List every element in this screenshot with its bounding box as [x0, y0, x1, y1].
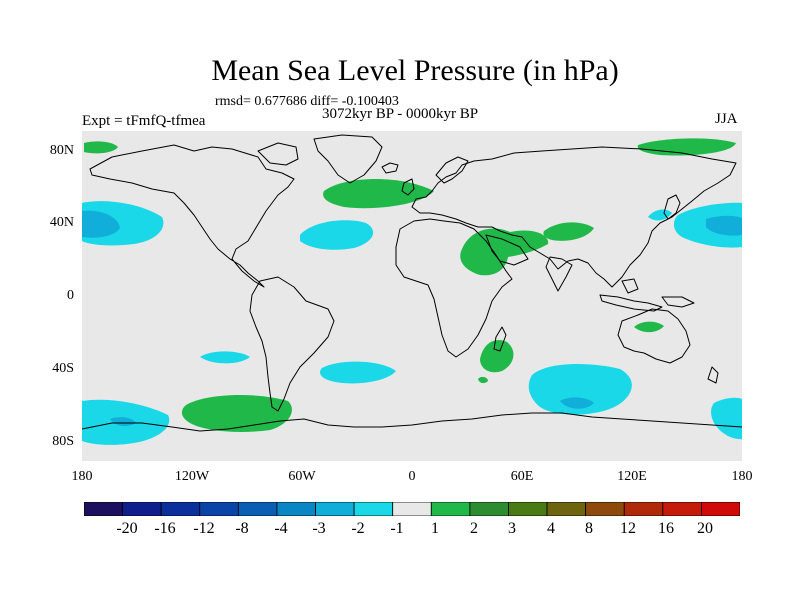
lat-label-40n: 40N — [49, 215, 74, 230]
colorbar-swatch — [701, 502, 740, 516]
coast-scandinavia — [435, 156, 469, 184]
colorbar-label: 2 — [470, 520, 478, 537]
positive-anomaly-north-atlantic — [323, 178, 434, 209]
colorbar-swatch — [469, 502, 509, 516]
coast-india — [545, 256, 573, 292]
colorbar-label: 4 — [547, 520, 555, 537]
colorbar-label: -4 — [274, 520, 288, 537]
positive-anomaly-south-pacific — [181, 395, 292, 432]
colorbar-swatch — [160, 502, 201, 516]
colorbar-swatch — [585, 502, 625, 516]
negative-anomaly-south-atlantic — [320, 361, 396, 384]
lat-label-0: 0 — [67, 288, 74, 303]
colorbar — [84, 502, 740, 516]
colorbar-label: -8 — [235, 520, 249, 537]
stats-text: rmsd= 0.677686 diff= -0.100403 — [215, 94, 399, 109]
coast-iceland — [381, 162, 399, 174]
colorbar-swatch — [353, 502, 394, 516]
lon-label-60w: 60W — [288, 469, 316, 484]
colorbar-label: 8 — [585, 520, 593, 537]
colorbar-label: -2 — [351, 520, 365, 537]
colorbar-label: -12 — [193, 520, 215, 537]
colorbar-swatch — [662, 502, 702, 516]
positive-anomaly-madagascar — [480, 339, 514, 373]
negative-anomaly-south-pacific-small — [200, 351, 250, 364]
colorbar-label: 3 — [508, 520, 516, 537]
period-text: 3072kyr BP - 0000kyr BP — [322, 106, 479, 122]
coast-greenland — [313, 134, 383, 184]
positive-anomaly-arctic-west — [84, 141, 118, 154]
coast-madagascar — [493, 326, 507, 352]
lon-label-120w: 120W — [174, 469, 210, 484]
coast-japan — [663, 194, 681, 220]
coast-eurasia — [411, 146, 737, 288]
positive-anomaly-australia — [634, 321, 664, 333]
negative-anomaly-south-pacific-east — [711, 397, 742, 440]
negative-anomaly-indian-ocean-core — [560, 397, 594, 409]
coast-baffin — [257, 142, 299, 166]
lat-label-80n: 80N — [49, 143, 74, 158]
coast-arabia — [485, 234, 529, 266]
colorbar-swatch — [84, 502, 123, 516]
coast-north-america — [89, 144, 295, 288]
lon-label-60e: 60E — [510, 469, 534, 484]
season-label: JJA — [715, 111, 738, 127]
colorbar-label: 12 — [620, 520, 636, 537]
colorbar-swatch — [199, 502, 239, 516]
colorbar-label: -1 — [390, 520, 404, 537]
lon-label-180e: 180 — [731, 469, 753, 484]
colorbar-swatch — [315, 502, 355, 516]
coast-new-zealand — [707, 366, 719, 384]
anomaly-fields — [82, 138, 742, 445]
colorbar-label: 16 — [658, 520, 674, 537]
colorbar-swatch — [623, 502, 664, 516]
lat-label-40s: 40S — [52, 361, 74, 376]
lon-label-120e: 120E — [617, 469, 647, 484]
colorbar-swatch — [546, 502, 587, 516]
pressure-map — [82, 131, 742, 461]
negative-anomaly-south-pacific-west-core — [110, 417, 136, 427]
colorbar-label: 20 — [697, 520, 713, 537]
lon-label-0: 0 — [408, 469, 416, 484]
coast-indonesia — [599, 294, 663, 312]
colorbar-swatch — [508, 502, 548, 516]
positive-anomaly-north-africa — [460, 228, 549, 276]
colorbar-label: 1 — [431, 520, 439, 537]
colorbar-swatch — [276, 502, 316, 516]
colorbar-swatch — [430, 502, 471, 516]
coast-australia — [617, 308, 691, 364]
experiment-label: Expt = tFmfQ-tfmea — [82, 113, 206, 129]
negative-anomaly-north-pacific-east-core — [706, 215, 742, 236]
map-title: Mean Sea Level Pressure (in hPa) — [211, 54, 619, 87]
coast-borneo — [621, 278, 639, 294]
coast-south-america — [249, 276, 335, 412]
colorbar-label: -3 — [312, 520, 326, 537]
coast-new-guinea — [661, 296, 695, 308]
positive-anomaly-small-south — [478, 376, 488, 384]
negative-anomaly-indian-ocean — [528, 364, 632, 415]
negative-anomaly-north-pacific-west-core — [82, 210, 120, 238]
lon-label-180w: 180 — [71, 469, 93, 484]
colorbar-swatch — [237, 502, 278, 516]
colorbar-label: -16 — [154, 520, 176, 537]
colorbar-swatch — [392, 502, 432, 516]
negative-anomaly-north-atlantic-west — [300, 220, 374, 250]
colorbar-label: -20 — [116, 520, 138, 537]
negative-anomaly-japan — [648, 209, 672, 221]
positive-anomaly-central-asia — [543, 222, 594, 241]
coastlines — [82, 134, 742, 432]
lat-label-80s: 80S — [52, 434, 74, 449]
coast-africa — [395, 218, 513, 358]
coast-antarctica — [82, 412, 742, 432]
colorbar-swatch — [122, 502, 162, 516]
coast-british-isles — [401, 178, 415, 196]
